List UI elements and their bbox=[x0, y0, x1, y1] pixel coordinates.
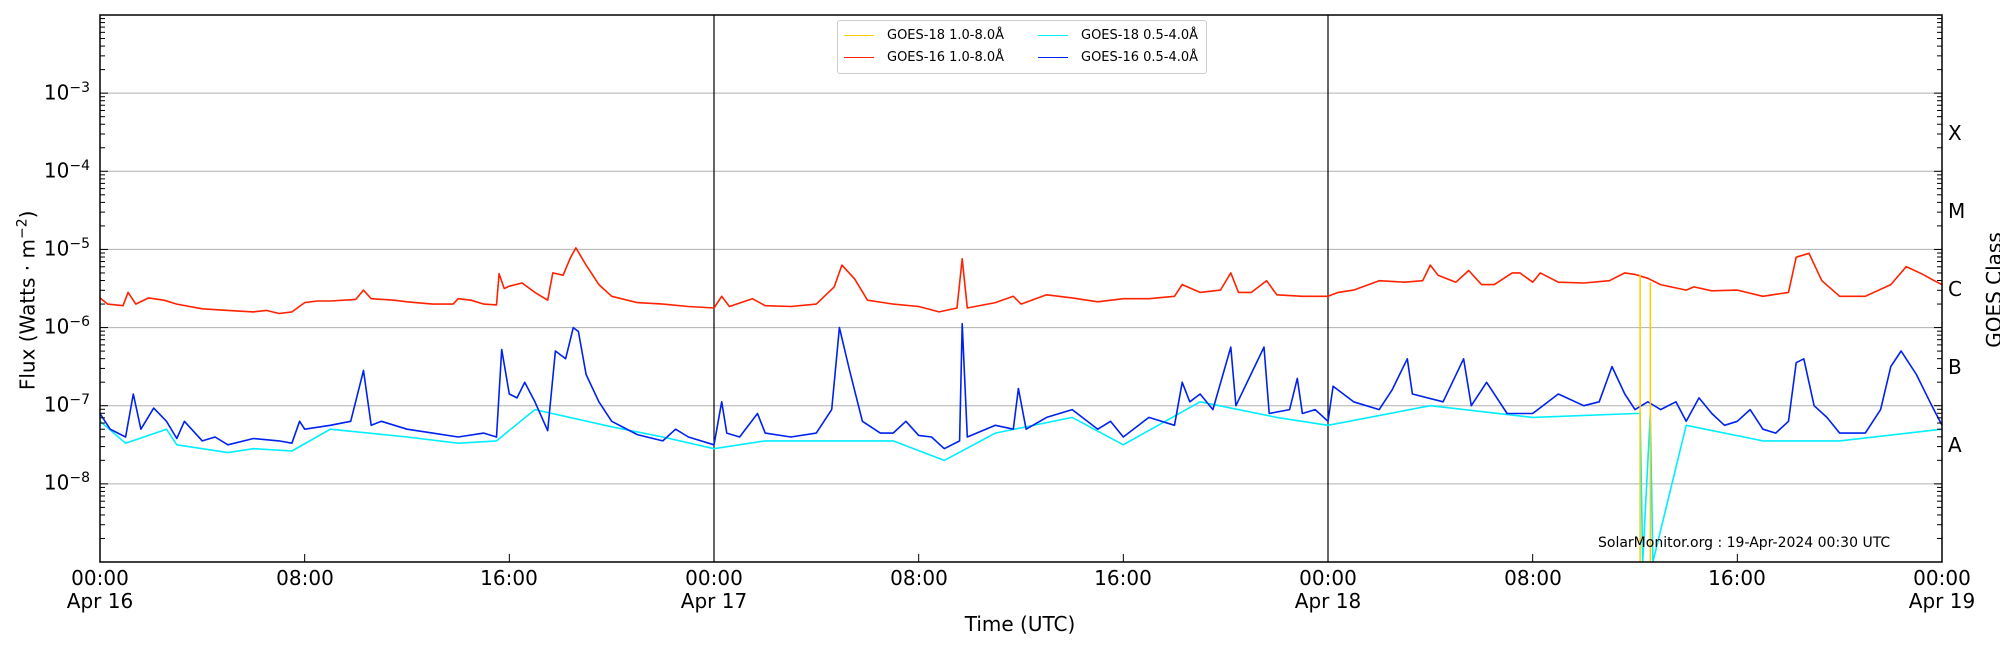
y-tick-label: 10−6 bbox=[43, 314, 90, 339]
legend-label: GOES-18 0.5-4.0Å bbox=[1081, 27, 1199, 43]
x-axis-label: Time (UTC) bbox=[964, 612, 1076, 636]
flux-series bbox=[99, 247, 1943, 563]
class-label-x: X bbox=[1948, 121, 1962, 145]
legend-label: GOES-18 1.0-8.0Å bbox=[887, 27, 1005, 43]
legend-item-goes18-short: GOES-18 0.5-4.0Å bbox=[1038, 25, 1198, 45]
x-tick-label: 16:00 bbox=[1094, 566, 1152, 590]
solarmonitor-timestamp: SolarMonitor.org : 19-Apr-2024 00:30 UTC bbox=[1598, 535, 1891, 551]
legend-swatch-icon bbox=[844, 34, 874, 36]
class-label-b: B bbox=[1948, 355, 1962, 379]
legend: GOES-18 1.0-8.0Å GOES-18 0.5-4.0Å GOES-1… bbox=[837, 20, 1207, 74]
x-tick-label: 08:00 bbox=[276, 566, 334, 590]
y-tick-label: 10−5 bbox=[43, 236, 90, 261]
y-axis-label: Flux (Watts · m−2) bbox=[14, 210, 40, 391]
y-tick-label: 10−4 bbox=[43, 158, 90, 183]
legend-swatch-icon bbox=[1038, 56, 1068, 58]
class-label-a: A bbox=[1948, 433, 1962, 457]
axis-ticks bbox=[99, 18, 1943, 563]
x-tick-label: 16:00 bbox=[1708, 566, 1766, 590]
x-tick-label: 08:00 bbox=[890, 566, 948, 590]
x-tick-label: 00:00 Apr 17 bbox=[680, 566, 748, 613]
x-tick-label: 00:00 Apr 18 bbox=[1294, 566, 1362, 613]
day-divider-lines bbox=[713, 15, 1329, 562]
legend-label: GOES-16 1.0-8.0Å bbox=[887, 49, 1005, 65]
legend-label: GOES-16 0.5-4.0Å bbox=[1081, 49, 1199, 65]
legend-item-goes18-long: GOES-18 1.0-8.0Å bbox=[844, 25, 1004, 45]
legend-item-goes16-short: GOES-16 0.5-4.0Å bbox=[1038, 47, 1198, 67]
x-tick-label: 00:00 Apr 16 bbox=[66, 566, 134, 613]
plot-frame bbox=[99, 14, 1943, 563]
legend-swatch-icon bbox=[844, 56, 874, 58]
legend-item-goes16-long: GOES-16 1.0-8.0Å bbox=[844, 47, 1004, 67]
y-tick-label: 10−7 bbox=[43, 392, 90, 417]
x-tick-label: 00:00 Apr 19 bbox=[1908, 566, 1976, 613]
y-tick-label: 10−8 bbox=[43, 470, 90, 495]
legend-swatch-icon bbox=[1038, 34, 1068, 36]
gridlines bbox=[100, 92, 1942, 485]
x-tick-label: 16:00 bbox=[480, 566, 538, 590]
class-label-m: M bbox=[1948, 199, 1966, 223]
y-tick-label: 10−3 bbox=[43, 80, 90, 105]
class-label-c: C bbox=[1948, 277, 1962, 301]
goes-class-axis-label: GOES Class bbox=[1982, 232, 2000, 348]
x-tick-label: 08:00 bbox=[1504, 566, 1562, 590]
